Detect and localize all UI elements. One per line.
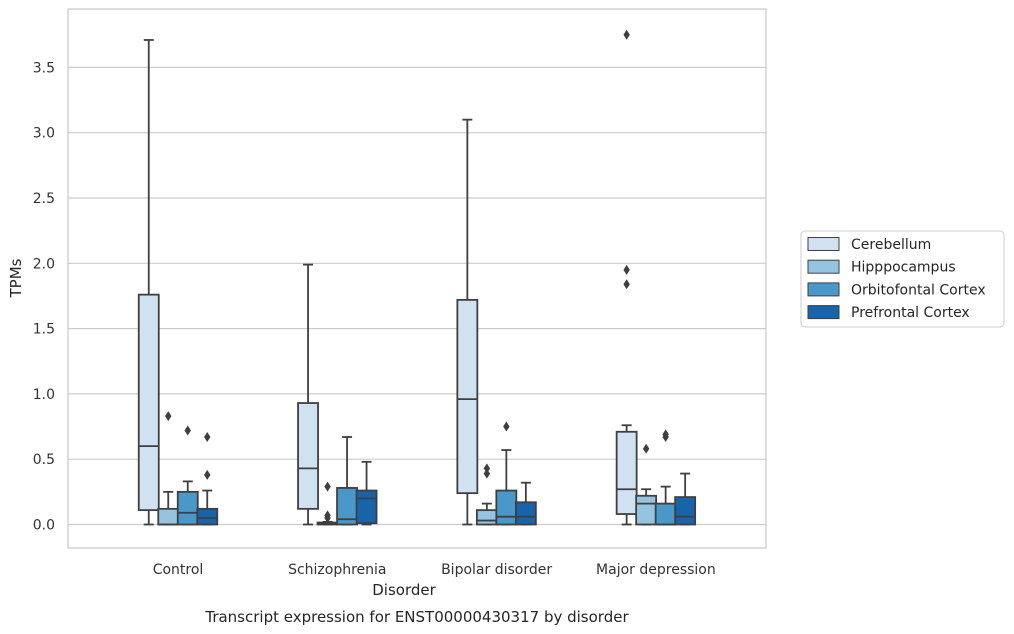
box-prefrontal-cortex [514,481,537,526]
outlier-point [483,468,491,479]
y-axis-label: TPMs [7,258,25,298]
x-tick-label: Schizophrenia [288,562,386,578]
y-tick-label: 0.5 [33,452,55,468]
category-group [615,29,697,526]
legend-frame [800,230,1005,328]
box-iqr [635,494,658,526]
legend-swatch [807,259,840,274]
legend-label: Orbitofontal Cortex [851,282,986,298]
outlier-point [324,510,331,521]
legend-item: Prefrontal Cortex [807,305,970,321]
box-orbitofontal-cortex [336,436,358,526]
box-hipppocampus [475,463,498,526]
y-tick-label: 0.0 [33,518,55,534]
box-iqr [355,489,378,525]
box-cerebellum [137,39,160,526]
legend-label: Hipppocampus [851,260,956,276]
outlier-point [204,431,211,442]
x-tick-label: Control [153,562,204,578]
legend-item: Cerebellum [807,237,931,253]
x-tick-label: Bipolar disorder [441,562,552,578]
legend-swatch [807,282,840,297]
box-iqr [514,501,537,526]
legend-swatch [807,305,840,320]
box-iqr [137,293,160,512]
box-prefrontal-cortex [674,472,697,526]
box-groups [137,29,697,526]
gridlines [68,66,766,526]
legend: Cerebellum Hipppocampus Orbitofontal Corte… [800,230,1005,328]
y-tick-label: 1.5 [33,322,55,338]
outlier-point [324,481,331,492]
y-tick-label: 3.0 [33,126,55,142]
box-prefrontal-cortex [196,431,219,526]
y-tick-label: 2.5 [33,191,55,207]
x-axis-label: Disorder [372,581,436,599]
box-iqr [654,502,677,526]
box-hipppocampus [316,481,339,526]
outlier-point [503,421,510,432]
chart-caption: Transcript expression for ENST0000043031… [204,608,629,626]
box-cerebellum [297,263,319,526]
y-tick-labels: 0.0 0.5 1.0 1.5 2.0 2.5 3.0 3.5 [33,60,55,533]
x-tick-labels: Control Schizophrenia Bipolar disorder Majo… [153,562,716,578]
box-cerebellum [456,118,479,526]
box-hipppocampus [635,443,658,526]
box-orbitofontal-cortex [495,421,518,526]
box-cerebellum [615,29,638,526]
box-iqr [176,490,199,526]
outlier-point [662,429,669,440]
box-iqr [495,489,518,526]
box-orbitofontal-cortex [176,425,199,526]
y-tick-label: 2.0 [33,256,55,272]
y-tick-label: 1.0 [33,387,55,403]
legend-label: Cerebellum [851,237,931,253]
outlier-point [623,264,630,275]
category-group [297,263,378,526]
box-hipppocampus [157,411,180,526]
outlier-point [204,469,211,480]
box-iqr [615,430,638,515]
box-iqr [297,402,319,510]
outlier-point [483,463,491,474]
x-tick-label: Major depression [596,562,716,578]
legend-item: Orbitofontal Cortex [807,282,986,298]
outlier-point [165,411,172,422]
box-iqr [674,496,697,526]
box-orbitofontal-cortex [654,429,677,526]
outlier-point [642,443,650,454]
box-prefrontal-cortex [355,460,378,526]
box-iqr [456,298,479,495]
legend-swatch [807,237,840,251]
outlier-point [623,29,630,40]
plot-frame [67,8,767,549]
box-iqr [157,507,180,526]
legend-label: Prefrontal Cortex [851,305,970,321]
outlier-point [623,279,630,290]
legend-item: Hipppocampus [807,259,956,276]
y-tick-label: 3.5 [33,60,55,76]
category-group [456,118,537,526]
box-iqr [475,509,498,526]
box-iqr [196,507,219,526]
outlier-point [184,425,191,436]
category-group [137,39,219,526]
